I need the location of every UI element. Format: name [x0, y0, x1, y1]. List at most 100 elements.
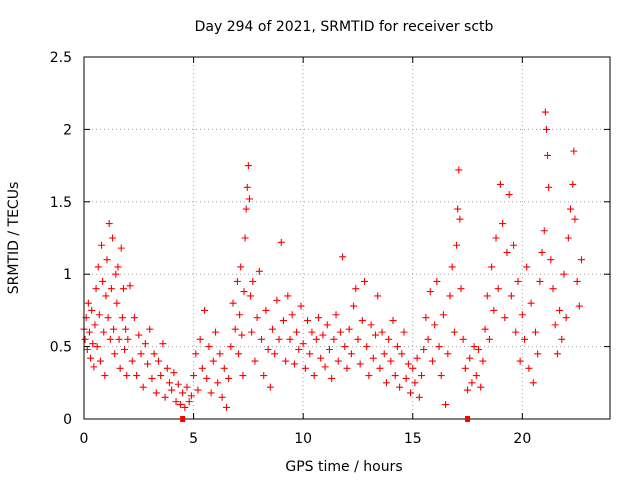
data-point — [168, 386, 176, 394]
data-point — [468, 379, 476, 387]
axis-ticks: 0 5 10 15 20 0 0.5 1 1.5 2 2.5 — [50, 50, 610, 447]
data-point — [159, 340, 167, 348]
data-point — [411, 379, 419, 387]
data-point — [115, 335, 123, 343]
data-point — [144, 360, 152, 368]
data-point — [413, 354, 421, 362]
data-point — [470, 343, 478, 351]
x-tick-label: 0 — [80, 431, 89, 447]
data-point — [84, 299, 92, 307]
data-point — [374, 292, 382, 300]
data-point — [371, 331, 379, 339]
data-point — [251, 357, 259, 365]
y-tick-label: 1.5 — [50, 195, 72, 211]
data-point — [102, 292, 110, 300]
data-point — [231, 325, 239, 333]
data-point — [112, 270, 120, 278]
data-point — [111, 350, 119, 358]
data-point — [343, 364, 351, 372]
data-point — [124, 335, 132, 343]
data-point — [103, 256, 111, 264]
data-point — [541, 108, 549, 116]
data-point — [245, 195, 253, 203]
data-point — [205, 343, 213, 351]
x-axis-marker — [465, 416, 471, 422]
data-point — [523, 263, 531, 271]
data-point — [139, 383, 147, 391]
data-point — [99, 277, 107, 285]
data-point — [110, 325, 118, 333]
data-point — [212, 328, 219, 336]
data-point — [290, 360, 298, 368]
data-point — [453, 241, 461, 249]
data-point — [538, 248, 546, 256]
data-point — [501, 314, 509, 322]
data-point — [190, 372, 198, 380]
data-point — [407, 389, 415, 397]
data-point — [239, 372, 247, 380]
data-point — [422, 314, 430, 322]
data-point — [341, 343, 349, 351]
data-point — [279, 317, 287, 325]
data-point — [448, 263, 456, 271]
data-point — [247, 292, 255, 300]
data-point — [266, 383, 274, 391]
data-point — [288, 311, 296, 319]
data-point — [361, 277, 369, 285]
data-point — [241, 234, 249, 242]
data-point — [380, 350, 388, 358]
data-point — [564, 234, 572, 242]
data-point — [514, 277, 522, 285]
data-point — [130, 314, 138, 322]
data-point — [558, 335, 566, 343]
data-point — [450, 328, 458, 336]
data-point — [236, 311, 244, 319]
data-point — [549, 285, 557, 293]
data-point — [323, 321, 331, 329]
data-point — [477, 383, 485, 391]
data-point — [456, 215, 464, 223]
plot-frame — [83, 56, 611, 420]
data-point — [133, 372, 141, 380]
data-point — [94, 263, 102, 271]
data-point — [201, 306, 209, 314]
data-point — [179, 389, 187, 397]
data-point — [271, 350, 279, 358]
data-point — [163, 364, 171, 372]
grid-lines — [84, 57, 610, 419]
data-point — [319, 331, 327, 339]
data-point — [312, 335, 320, 343]
data-point — [339, 253, 347, 261]
data-point — [135, 331, 143, 339]
data-point — [569, 180, 577, 188]
data-point — [306, 350, 314, 358]
data-point — [382, 379, 390, 387]
data-point — [553, 350, 561, 358]
data-point — [358, 317, 366, 325]
data-point — [503, 248, 511, 256]
data-point — [253, 314, 261, 322]
data-point — [284, 292, 292, 300]
data-point — [116, 364, 124, 372]
data-point — [518, 311, 526, 319]
data-point — [157, 372, 165, 380]
data-point — [170, 369, 178, 377]
data-point — [273, 296, 281, 304]
data-point — [93, 343, 101, 351]
x-axis-marker — [180, 416, 186, 422]
data-point — [426, 288, 434, 296]
data-point — [92, 285, 100, 293]
x-tick-label: 15 — [404, 431, 422, 447]
data-point — [481, 325, 489, 333]
data-point — [101, 372, 109, 380]
axis-markers — [180, 416, 471, 422]
data-point — [545, 183, 553, 191]
data-point — [492, 234, 500, 242]
data-point — [391, 372, 399, 380]
data-point — [321, 363, 329, 371]
data-point — [400, 328, 408, 336]
data-point — [209, 357, 217, 365]
data-point — [297, 302, 305, 310]
data-point — [328, 374, 336, 382]
data-point — [571, 215, 579, 223]
